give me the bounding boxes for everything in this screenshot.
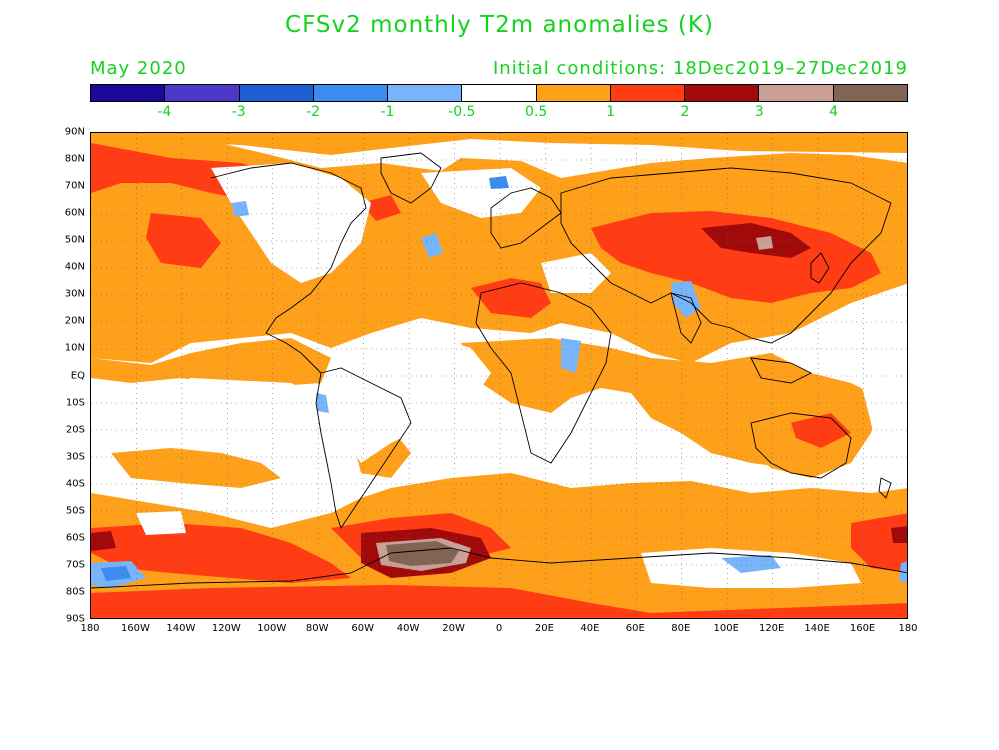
longitude-tick-label: 80E	[671, 623, 691, 634]
longitude-tick-label: 40W	[396, 623, 420, 634]
legend-tick-label: 3	[754, 104, 764, 120]
latitude-tick-label: 20S	[65, 424, 85, 436]
longitude-tick-label: 80W	[305, 623, 329, 634]
longitude-tick-label: 0	[495, 623, 503, 634]
legend-tick-label: 0.5	[525, 104, 548, 120]
latitude-tick-label: 60S	[65, 532, 85, 544]
valid-month-label: May 2020	[90, 58, 187, 79]
legend-swatch	[833, 85, 907, 101]
latitude-tick-label: 10S	[65, 397, 85, 409]
legend-swatch	[685, 85, 760, 101]
anomaly-field-brown	[386, 541, 459, 566]
initial-conditions-label: Initial conditions: 18Dec2019–27Dec2019	[492, 58, 908, 79]
latitude-tick-label: 50S	[65, 505, 85, 517]
longitude-tick-label: 180	[80, 623, 100, 634]
anomaly-map	[90, 132, 908, 619]
legend-swatch	[91, 85, 166, 101]
legend-swatch	[239, 85, 314, 101]
latitude-tick-label: 40N	[64, 261, 85, 273]
legend-tick-label: -1	[380, 104, 395, 120]
longitude-tick-label: 100E	[713, 623, 739, 634]
legend-tick-label: 4	[829, 104, 839, 120]
longitude-tick-label: 140W	[166, 623, 196, 634]
longitude-tick-label: 20W	[442, 623, 465, 634]
latitude-tick-label: 10N	[64, 342, 85, 354]
legend-tick-label: -2	[306, 104, 321, 120]
legend-swatch	[462, 85, 537, 101]
latitude-tick-label: EQ	[70, 370, 85, 381]
graticule	[91, 133, 907, 618]
latitude-tick-label: 20N	[64, 315, 85, 327]
legend-swatch	[388, 85, 463, 101]
legend-tick-label: -4	[157, 104, 172, 120]
longitude-tick-label: 120E	[758, 623, 785, 634]
legend-tick-label: -3	[231, 104, 246, 120]
latitude-tick-label: 70S	[65, 559, 85, 571]
longitude-tick-label: 160E	[849, 623, 876, 634]
longitude-tick-label: 20E	[534, 623, 554, 634]
legend-swatch	[759, 85, 834, 101]
longitude-tick-label: 100W	[257, 623, 287, 634]
legend-swatch	[165, 85, 240, 101]
latitude-tick-label: 30S	[65, 451, 85, 463]
legend-swatch	[610, 85, 686, 101]
longitude-tick-label: 40E	[580, 623, 600, 634]
coastlines	[91, 152, 907, 589]
anomaly-field-neutral	[131, 163, 907, 588]
longitude-tick-label: 160W	[120, 623, 150, 634]
latitude-tick-label: 80N	[64, 153, 85, 165]
map-title: CFSv2 monthly T2m anomalies (K)	[285, 12, 714, 38]
legend-tick-label: 2	[680, 104, 690, 120]
longitude-tick-label: 180	[898, 623, 918, 634]
legend-tick-label: -0.5	[448, 104, 476, 120]
longitude-tick-label: 140E	[804, 623, 830, 634]
color-legend-bar	[90, 84, 908, 102]
longitude-tick-label: 60E	[625, 623, 645, 634]
latitude-tick-label: 60N	[64, 207, 85, 219]
legend-tick-label: 1	[606, 104, 615, 120]
longitude-tick-label: 120W	[211, 623, 241, 634]
latitude-tick-label: 80S	[65, 586, 85, 598]
latitude-tick-label: 90S	[65, 613, 85, 625]
latitude-tick-label: 90N	[64, 126, 85, 138]
anomaly-field-blue	[101, 176, 509, 581]
latitude-tick-label: 30N	[64, 288, 85, 300]
longitude-tick-label: 60W	[351, 623, 374, 634]
legend-swatch	[536, 85, 611, 101]
latitude-tick-label: 70N	[64, 180, 85, 192]
latitude-tick-label: 40S	[65, 478, 85, 490]
latitude-tick-label: 50N	[64, 234, 85, 246]
legend-swatch	[313, 85, 389, 101]
